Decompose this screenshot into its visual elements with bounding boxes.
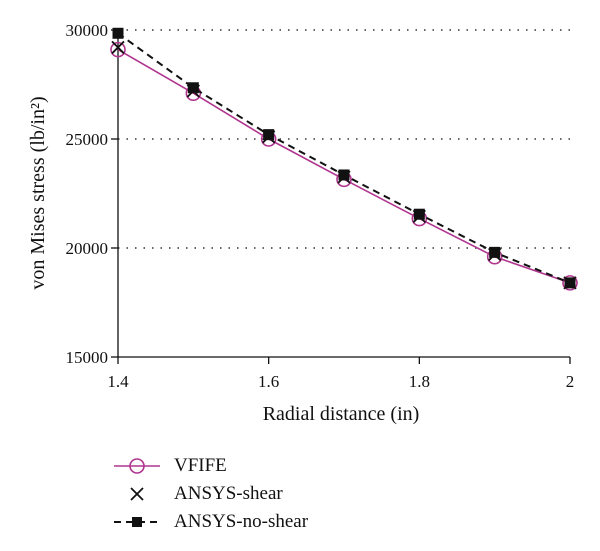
legend-label-vfife: VFIFE xyxy=(174,455,227,476)
series-line-ansys-no-shear xyxy=(117,32,571,284)
point-vfife-0 xyxy=(110,41,126,58)
legend-symbol-ansys-no-shear xyxy=(114,517,160,527)
point-ansys-no-shear-3 xyxy=(338,169,350,181)
grid-lines xyxy=(118,29,570,249)
x-tick-label: 2 xyxy=(566,372,575,391)
chart: 15000 20000 25000 30000 1.4 1.6 1.8 2 Radial di… xyxy=(27,21,578,425)
point-ansys-no-shear-5 xyxy=(489,246,501,258)
y-tick-label: 20000 xyxy=(66,239,109,258)
y-tick-label: 15000 xyxy=(66,348,109,367)
x-tick-label: 1.6 xyxy=(258,372,279,391)
x-tick-label: 1.4 xyxy=(107,372,129,391)
series-group xyxy=(110,27,578,291)
series-line-vfife xyxy=(117,48,571,284)
legend-symbol-ansys-shear xyxy=(130,487,144,501)
legend-label-ansys-shear: ANSYS-shear xyxy=(174,483,283,504)
y-tick-label: 25000 xyxy=(66,130,109,149)
x-tick-label: 1.8 xyxy=(409,372,430,391)
x-axis-title: Radial distance (in) xyxy=(263,403,420,425)
y-axis-title: von Mises stress (lb/in²) xyxy=(27,96,49,289)
legend-item-vfife: VFIFE xyxy=(112,452,308,480)
legend-label-ansys-no-shear: ANSYS-no-shear xyxy=(174,511,309,532)
point-ansys-no-shear-0 xyxy=(112,27,124,39)
point-vfife-6 xyxy=(562,275,578,291)
legend-item-ansys-no-shear: ANSYS-no-shear xyxy=(112,508,308,536)
legend-symbol-vfife xyxy=(114,458,160,474)
axes xyxy=(117,28,570,358)
point-ansys-no-shear-1 xyxy=(187,82,199,94)
point-ansys-shear-0 xyxy=(111,40,125,55)
point-ansys-no-shear-4 xyxy=(413,208,425,220)
legend: VFIFE ANSYS-shear ANSYS-no-shear xyxy=(112,452,308,536)
point-ansys-no-shear-6 xyxy=(564,277,576,289)
ticks: 15000 20000 25000 30000 1.4 1.6 1.8 2 xyxy=(66,21,575,391)
point-ansys-no-shear-2 xyxy=(263,129,275,141)
legend-item-ansys-shear: ANSYS-shear xyxy=(112,480,308,508)
y-tick-label: 30000 xyxy=(66,21,109,40)
